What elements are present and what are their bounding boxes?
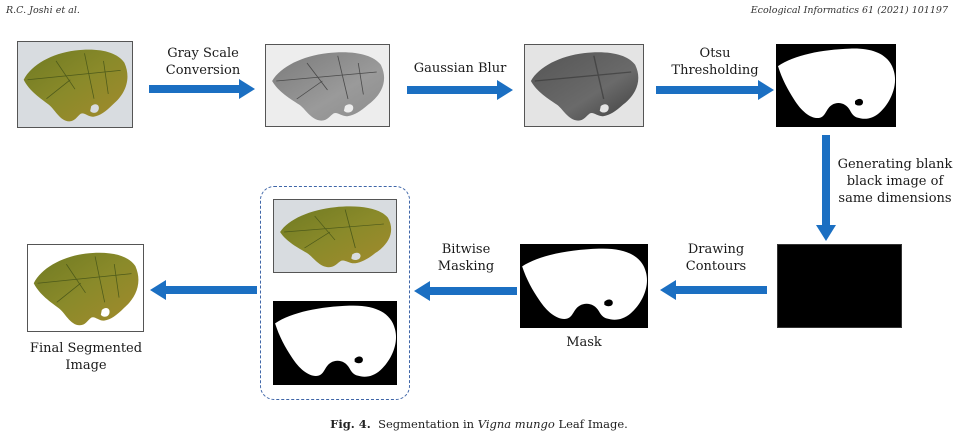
label-gaussian-blur: Gaussian Blur bbox=[413, 61, 507, 76]
bitwise-mask-image bbox=[273, 301, 397, 385]
label-final-segmented: Final Segmented Image bbox=[29, 341, 143, 373]
running-header-journal: Ecological Informatics 61 (2021) 101197 bbox=[750, 5, 948, 16]
label-bitwise-masking: Bitwise Masking bbox=[437, 242, 495, 274]
arrow-to-gaussian-blur bbox=[407, 80, 513, 100]
blurred-leaf-image bbox=[524, 44, 644, 127]
label-mask: Mask bbox=[566, 335, 602, 350]
arrow-to-bitwise-group bbox=[414, 281, 517, 301]
grayscale-leaf-image bbox=[265, 44, 390, 127]
label-gray-scale: Gray Scale Conversion bbox=[165, 46, 241, 78]
figure-caption: Fig. 4. Segmentation in Vigna mungo Leaf… bbox=[0, 417, 958, 431]
label-otsu: Otsu Thresholding bbox=[671, 46, 759, 78]
bitwise-leaf-image bbox=[273, 199, 397, 273]
caption-text-before: Segmentation in bbox=[378, 417, 478, 431]
arrow-to-mask bbox=[660, 280, 767, 300]
caption-text-after: Leaf Image. bbox=[554, 417, 628, 431]
blank-black-image bbox=[777, 244, 902, 328]
caption-species: Vigna mungo bbox=[477, 417, 555, 431]
arrow-to-otsu bbox=[656, 80, 774, 100]
bitwise-input-group bbox=[260, 186, 410, 400]
arrow-down-to-blank bbox=[816, 135, 836, 241]
label-drawing-contours: Drawing Contours bbox=[685, 242, 747, 274]
label-generating-blank: Generating blank black image of same dimen… bbox=[837, 157, 953, 206]
arrow-to-grayscale bbox=[149, 79, 255, 99]
original-leaf-image bbox=[17, 41, 133, 128]
mask-image bbox=[520, 244, 648, 328]
arrow-to-final bbox=[150, 280, 257, 300]
otsu-threshold-image bbox=[776, 44, 896, 127]
figure-number: Fig. 4. bbox=[330, 417, 371, 431]
final-segmented-image bbox=[27, 244, 144, 332]
running-header-authors: R.C. Joshi et al. bbox=[6, 5, 80, 16]
